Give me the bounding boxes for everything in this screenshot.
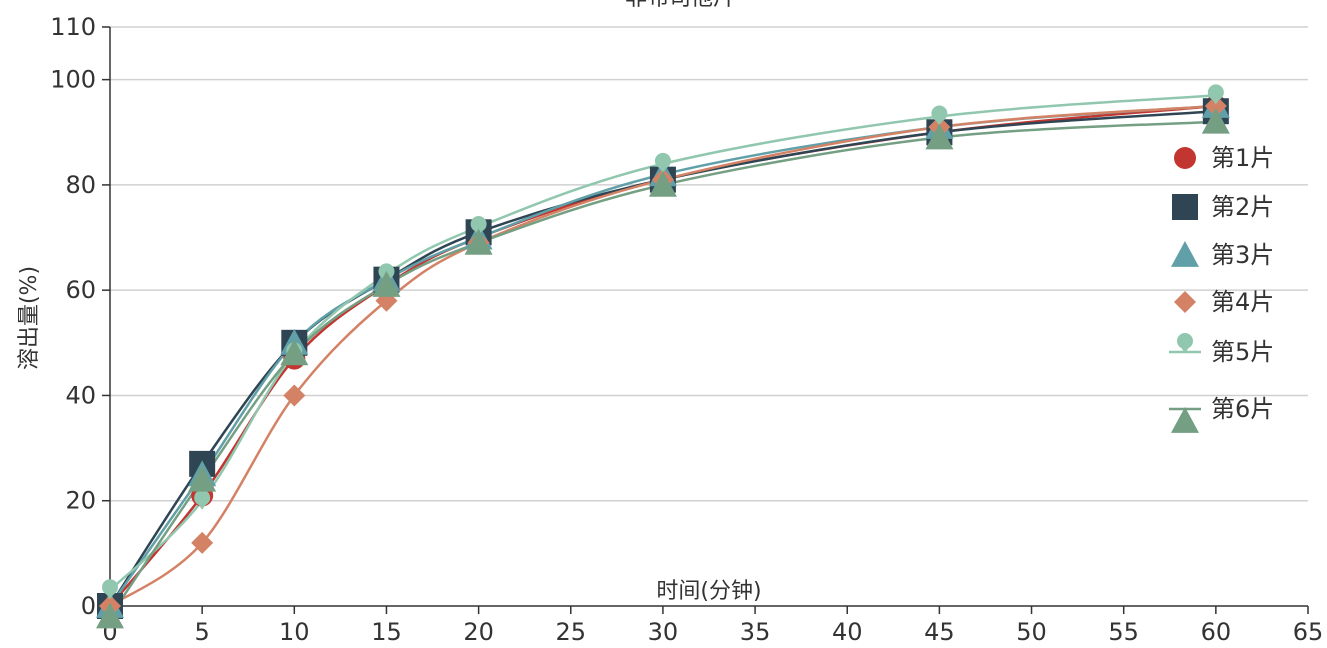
series-5-point-tip [657,165,668,173]
series-6-point [464,228,493,255]
legend-marker-2 [1172,194,1198,220]
series-5-point [931,105,948,126]
legend-item-2: 第2片 [1172,193,1274,221]
legend-marker-3 [1171,241,1199,267]
y-tick-label: 0 [81,592,96,620]
series-5-point-tip [934,118,945,126]
series-6-point [925,123,954,150]
x-tick-label: 20 [463,618,494,644]
series-5-point-tip [197,502,208,510]
y-axis-title: 溶出量(%) [17,266,42,370]
legend-item-1: 第1片 [1174,144,1274,172]
legend-item-5: 第5片 [1169,333,1274,366]
x-tick-label: 15 [371,618,402,644]
x-tick-label: 25 [555,618,586,644]
legend-marker-5-head [1177,333,1193,349]
legend-label-6: 第6片 [1211,395,1274,423]
legend-marker-4 [1174,291,1196,313]
x-tick-label: 5 [195,618,210,644]
x-tick-label: 40 [832,618,863,644]
series-5-point [1207,84,1224,105]
series-6-point [188,465,217,492]
y-tick-label: 60 [65,276,96,304]
series-4-point [191,531,214,554]
legend-item-3: 第3片 [1171,241,1274,269]
series-5-point-head [470,216,487,233]
y-tick-label: 40 [65,381,96,409]
chart-title: 非布司他片 [625,0,735,11]
series-5-point [194,489,211,510]
series-markers [96,84,1230,629]
series-5-point-head [931,105,948,122]
series-6-point [280,339,309,366]
x-tick-label: 60 [1201,618,1232,644]
y-tick-label: 110 [50,13,96,41]
series-5-point [654,152,671,173]
series-5-point-tip [1210,97,1221,105]
legend-label-2: 第2片 [1211,193,1274,221]
series-5-point-head [194,489,211,506]
series-6-point [372,270,401,297]
series-5-point-head [1207,84,1224,101]
grid-lines [110,26,1308,502]
series-5-point-head [102,579,118,596]
x-tick-label: 30 [648,618,679,644]
legend-label-4: 第4片 [1211,288,1274,316]
x-axis-title: 时间(分钟) [656,579,761,604]
legend-marker-5 [1177,333,1193,353]
legend-label-5: 第5片 [1211,338,1274,366]
x-tick-label: 65 [1293,618,1324,644]
series-6-point [1201,107,1230,134]
y-tick-label: 80 [65,171,96,199]
x-tick-label: 35 [740,618,771,644]
series-5-point-head [654,152,671,169]
x-tick-label: 50 [1016,618,1047,644]
series-4-point [283,384,306,407]
series-6-point [648,170,677,197]
series-6-point [96,602,124,629]
legend-item-6: 第6片 [1169,395,1274,433]
legend-marker-1 [1174,147,1196,169]
legend-label-3: 第3片 [1211,241,1274,269]
x-tick-label: 10 [279,618,310,644]
y-tick-label: 20 [65,487,96,515]
x-tick-label: 45 [924,618,955,644]
y-tick-label: 100 [50,66,96,94]
series-4-point [1204,94,1227,117]
legend-marker-5-tip [1180,346,1190,353]
legend-label-1: 第1片 [1211,144,1274,172]
series-5-point [102,579,118,600]
x-tick-label: 55 [1108,618,1139,644]
legend-marker-6 [1171,407,1199,433]
legend-item-4: 第4片 [1174,288,1274,316]
series-5-point-tip [105,592,115,600]
